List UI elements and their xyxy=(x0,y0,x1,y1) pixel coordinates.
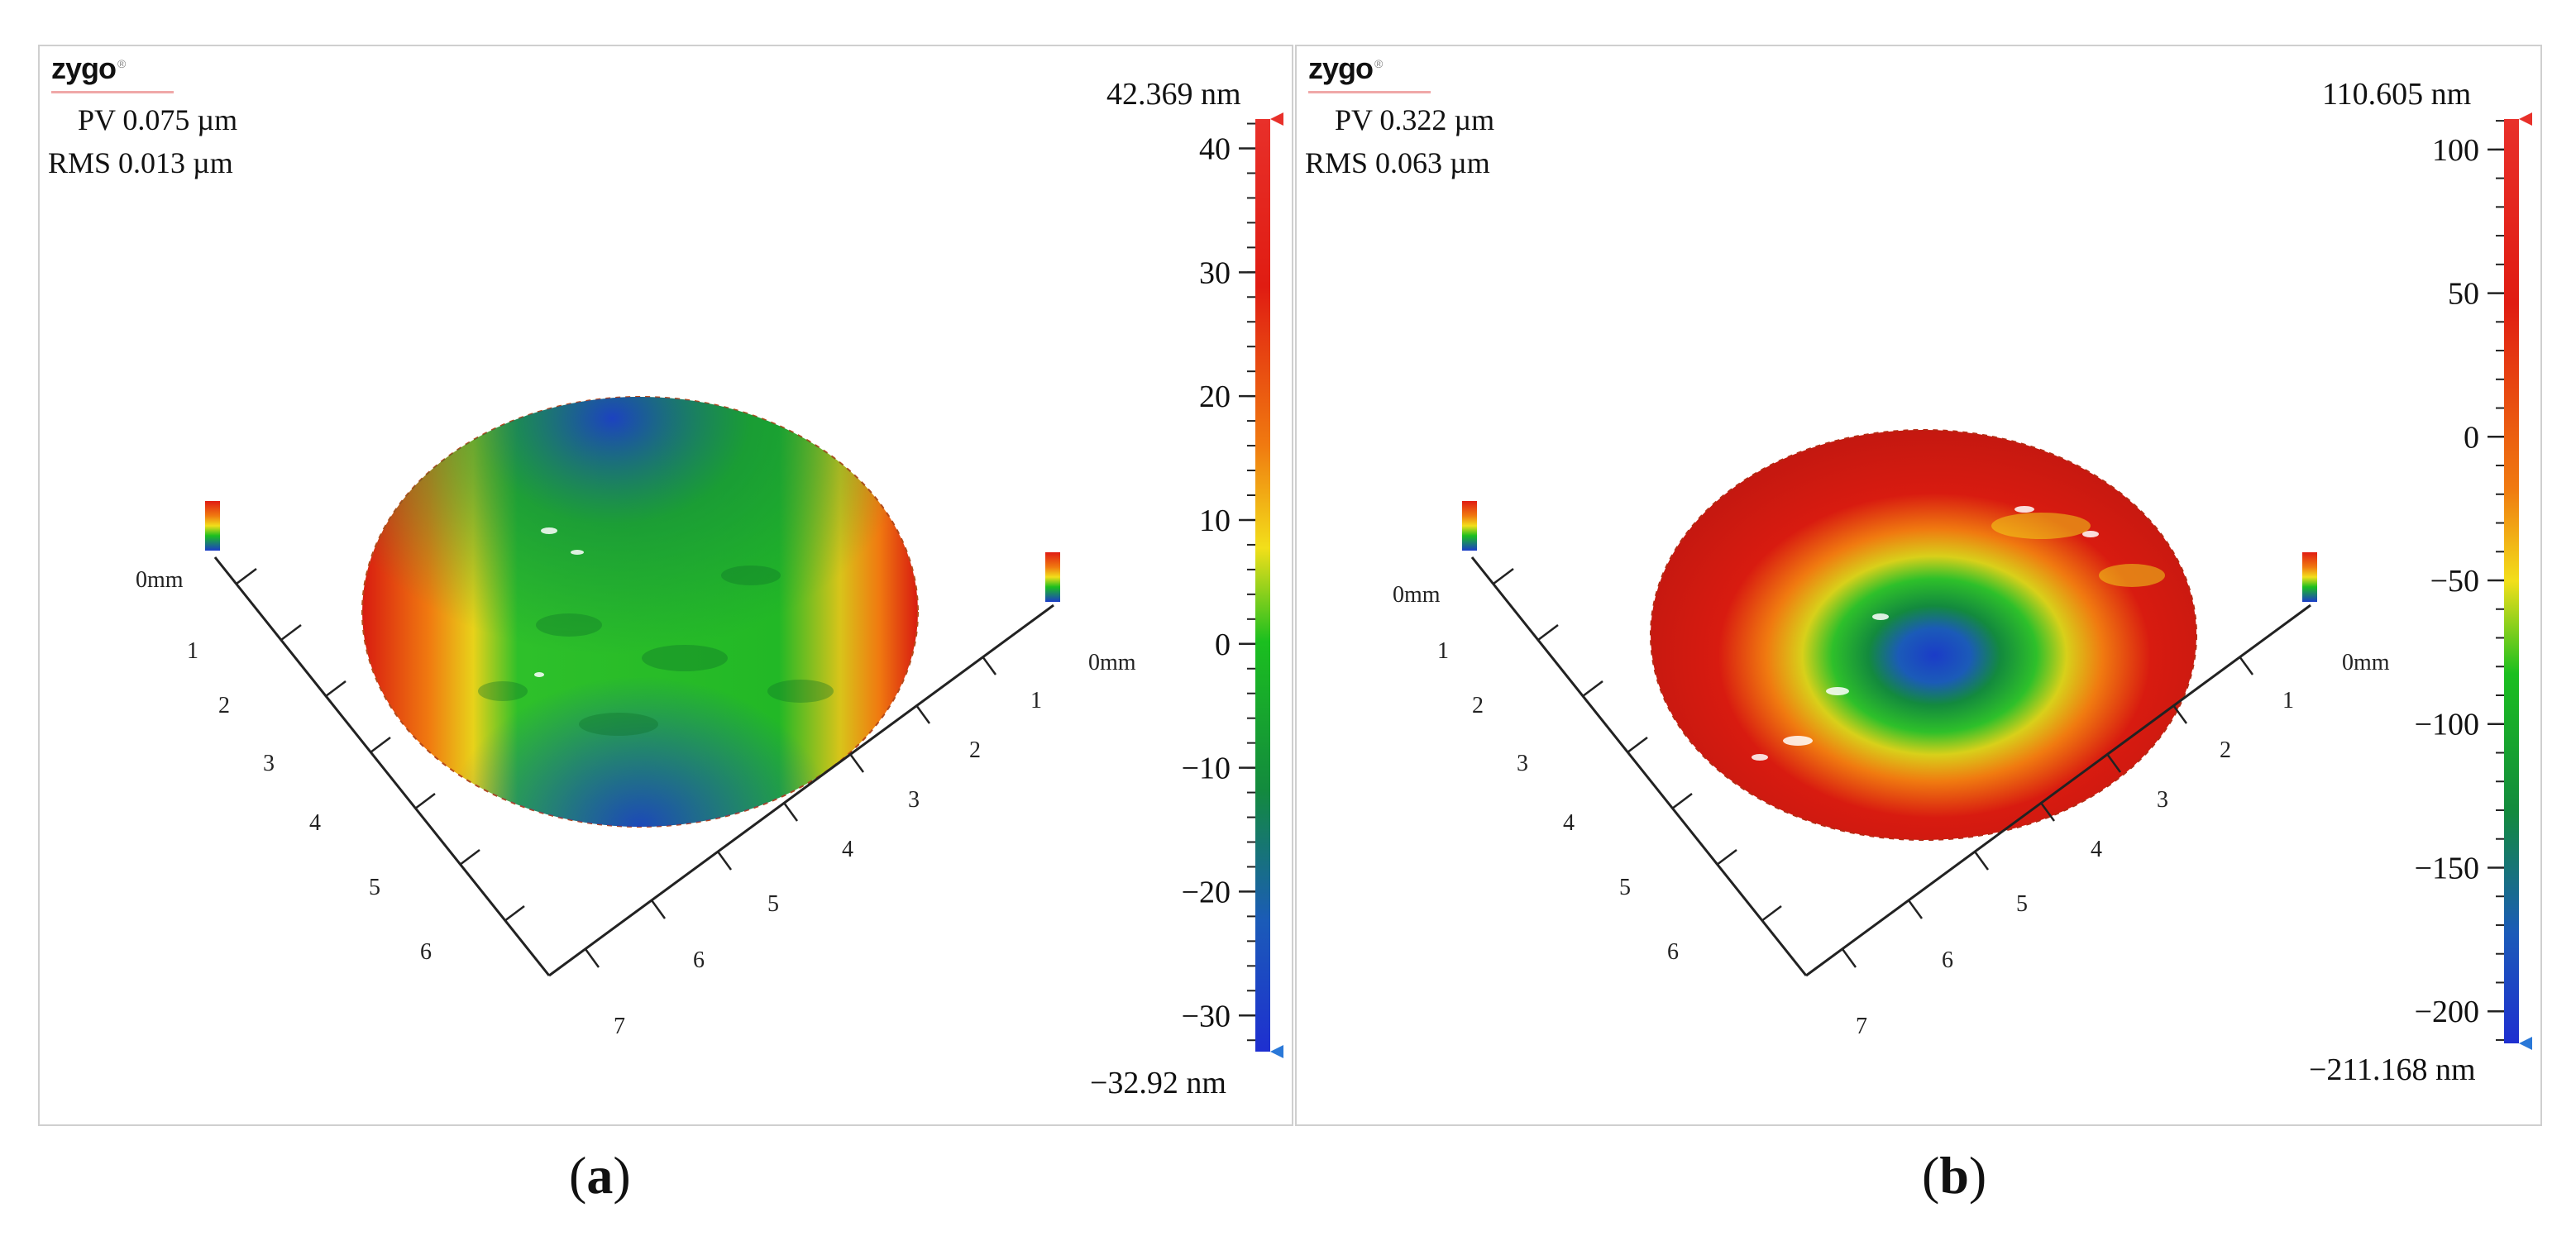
caption-a: (a) xyxy=(569,1146,631,1205)
mini-colorbar-left xyxy=(1462,501,1477,551)
surface-panel-b: zygo ® PV 0.322 µm RMS 0.063 µm 110.605 n… xyxy=(1295,45,2542,1126)
scale-tick-label: −200 xyxy=(2415,995,2479,1029)
max-marker-icon xyxy=(1270,112,1283,126)
axis-labels-a: 0mm 1 2 3 4 5 6 7 0mm 1 2 3 4 5 6 xyxy=(136,567,1136,1039)
surface-panel-a: zygo ® PV 0.075 µm RMS 0.013 µm 42.369 nm… xyxy=(38,45,1293,1126)
axis-label: 5 xyxy=(1619,875,1631,900)
mini-colorbar-right xyxy=(2302,552,2317,602)
axis-label: 7 xyxy=(1856,1014,1867,1039)
axis-label: 3 xyxy=(263,751,275,776)
scale-tick-label: 0 xyxy=(1215,628,1231,662)
color-scale-bar xyxy=(2504,119,2519,1043)
axis-label: 0mm xyxy=(136,567,184,593)
axes-b xyxy=(1470,556,2311,977)
axis-label: 1 xyxy=(2282,688,2294,713)
axis-label: 2 xyxy=(1472,693,1484,718)
scale-tick-label: −100 xyxy=(2415,708,2479,742)
axis-label: 6 xyxy=(1667,939,1679,965)
scale-tick-label: 0 xyxy=(2464,420,2479,455)
axis-labels-b: 0mm 1 2 3 4 5 6 7 0mm 1 2 3 4 5 6 xyxy=(1393,582,2390,1039)
pv-value: PV 0.322 µm xyxy=(1335,103,1495,136)
axis-label: 3 xyxy=(908,787,920,813)
caption-b: (b) xyxy=(1922,1146,1987,1205)
color-scale-b: 100 50 0 −50 −100 −150 −200 xyxy=(2415,112,2532,1050)
axis-label: 5 xyxy=(767,891,779,917)
max-marker-icon xyxy=(2519,112,2532,126)
axis-label: 2 xyxy=(218,693,230,718)
scale-tick-label: 40 xyxy=(1199,131,1231,166)
zygo-logo: zygo ® xyxy=(51,51,126,85)
rms-value: RMS 0.063 µm xyxy=(1305,146,1490,179)
axis-label: 0mm xyxy=(1393,582,1441,608)
scale-tick-label: 10 xyxy=(1199,503,1231,538)
scale-tick-label: 20 xyxy=(1199,379,1231,414)
min-marker-icon xyxy=(2519,1037,2532,1050)
axis-label: 7 xyxy=(614,1014,625,1039)
axis-label: 0mm xyxy=(2342,650,2390,675)
zygo-logo: zygo ® xyxy=(1308,51,1383,85)
scale-tick-label: −20 xyxy=(1182,875,1231,909)
axis-label: 6 xyxy=(1942,947,1953,973)
logo-underline xyxy=(51,91,174,93)
axis-label: 4 xyxy=(309,810,321,836)
pv-value: PV 0.075 µm xyxy=(78,103,238,136)
mini-colorbar-right xyxy=(1045,552,1060,602)
min-marker-icon xyxy=(1270,1045,1283,1058)
scale-min-label: −32.92 nm xyxy=(1090,1066,1226,1100)
axis-label: 3 xyxy=(2157,787,2168,813)
axis-label: 4 xyxy=(2091,837,2102,862)
scale-tick-label: 100 xyxy=(2432,133,2479,168)
axis-label: 6 xyxy=(420,939,432,965)
axis-label: 4 xyxy=(1563,810,1575,836)
scale-tick-label: 30 xyxy=(1199,255,1231,290)
surface-disc-a xyxy=(361,396,919,828)
color-scale-bar xyxy=(1255,119,1270,1052)
rms-value: RMS 0.013 µm xyxy=(48,146,233,179)
axes-a xyxy=(213,556,1054,977)
axis-label: 3 xyxy=(1517,751,1528,776)
axis-label: 5 xyxy=(2016,891,2028,917)
scale-tick-label: 50 xyxy=(2448,277,2479,312)
scale-tick-label: −10 xyxy=(1182,752,1231,786)
axis-label: 4 xyxy=(842,837,853,862)
scale-max-label: 42.369 nm xyxy=(1106,77,1241,112)
axis-label: 1 xyxy=(187,638,198,664)
color-scale-a: 40 30 20 10 0 −10 −20 −30 xyxy=(1182,112,1283,1058)
axis-label: 6 xyxy=(693,947,705,973)
scale-tick-label: −30 xyxy=(1182,999,1231,1033)
logo-underline xyxy=(1308,91,1431,93)
axis-label: 2 xyxy=(2220,737,2231,763)
axis-label: 2 xyxy=(969,737,981,763)
scale-tick-label: −150 xyxy=(2415,851,2479,885)
surface-plot-a: 0mm 1 2 3 4 5 6 7 0mm 1 2 3 4 5 6 403020… xyxy=(136,112,1283,1058)
axis-label: 5 xyxy=(369,875,380,900)
axis-label: 0mm xyxy=(1088,650,1136,675)
axis-label: 1 xyxy=(1030,688,1042,713)
surface-disc-b xyxy=(1650,429,2197,841)
scale-tick-label: −50 xyxy=(2430,564,2479,599)
scale-min-label: −211.168 nm xyxy=(2309,1052,2476,1087)
mini-colorbar-left xyxy=(205,501,220,551)
surface-plot-b: 0mm 1 2 3 4 5 6 7 0mm 1 2 3 4 5 6 100500… xyxy=(1393,112,2532,1050)
scale-max-label: 110.605 nm xyxy=(2322,77,2472,112)
axis-label: 1 xyxy=(1437,638,1449,664)
